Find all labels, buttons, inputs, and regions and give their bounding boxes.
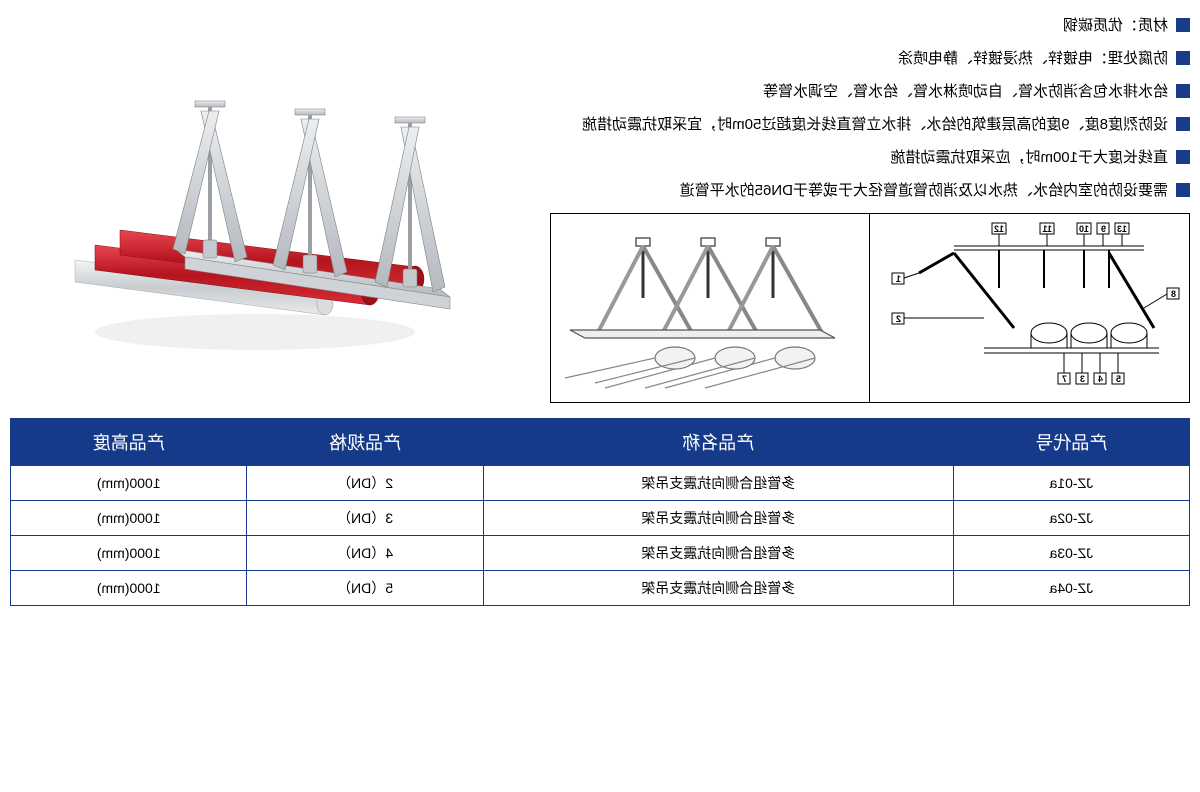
bullet-square-icon xyxy=(1176,51,1190,65)
cell-height: 1000(mm) xyxy=(11,536,247,571)
bullet-square-icon xyxy=(1176,150,1190,164)
list-item: 给水排水包含消防水管、自动喷淋水管、给水管、空调水管等 xyxy=(550,81,1190,102)
product-render xyxy=(10,10,530,403)
cell-name: 多管组合侧向抗震支吊架 xyxy=(483,466,953,501)
bullet-text: 设防烈度8度、9度的高层建筑的给水、排水立管直线长度超过50m时，宜采取抗震动措… xyxy=(582,114,1168,135)
svg-text:3: 3 xyxy=(1080,374,1085,384)
bullet-square-icon xyxy=(1176,183,1190,197)
svg-text:4: 4 xyxy=(1098,374,1103,384)
bullet-text: 给水排水包含消防水管、自动喷淋水管、给水管、空调水管等 xyxy=(763,81,1168,102)
list-item: 直线长度大于100m时，应采取抗震动措施 xyxy=(550,147,1190,168)
cell-name: 多管组合侧向抗震支吊架 xyxy=(483,501,953,536)
svg-text:7: 7 xyxy=(1062,374,1067,384)
svg-text:13: 13 xyxy=(1117,224,1127,234)
list-item: 材质：优质碳钢 xyxy=(550,15,1190,36)
cell-code: JZ-04a xyxy=(953,571,1189,606)
table-row: JZ-04a 多管组合侧向抗震支吊架 5（DN） 1000(mm) xyxy=(11,571,1190,606)
bullet-text: 需要设防的室内给水、热水以及消防管道管径大于或等于DN65的水平管道 xyxy=(680,180,1168,201)
exploded-diagram: 13 9 10 11 12 1 xyxy=(870,213,1190,403)
bullet-square-icon xyxy=(1176,84,1190,98)
spec-table: 产品代号 产品名称 产品规格 产品高度 JZ-01a 多管组合侧向抗震支吊架 2… xyxy=(10,418,1190,606)
list-item: 设防烈度8度、9度的高层建筑的给水、排水立管直线长度超过50m时，宜采取抗震动措… xyxy=(550,114,1190,135)
svg-text:2: 2 xyxy=(896,314,901,324)
bullet-square-icon xyxy=(1176,18,1190,32)
technical-diagrams: 13 9 10 11 12 1 xyxy=(550,213,1190,403)
bullet-square-icon xyxy=(1176,117,1190,131)
table-row: JZ-02a 多管组合侧向抗震支吊架 3（DN） 1000(mm) xyxy=(11,501,1190,536)
cell-code: JZ-03a xyxy=(953,536,1189,571)
cell-spec: 5（DN） xyxy=(247,571,483,606)
svg-text:1: 1 xyxy=(896,274,901,284)
col-name: 产品名称 xyxy=(483,419,953,466)
bullet-text: 直线长度大于100m时，应采取抗震动措施 xyxy=(890,147,1168,168)
list-item: 防腐处理：电镀锌、热浸镀锌、静电喷涂 xyxy=(550,48,1190,69)
list-item: 需要设防的室内给水、热水以及消防管道管径大于或等于DN65的水平管道 xyxy=(550,180,1190,201)
cell-spec: 4（DN） xyxy=(247,536,483,571)
svg-text:9: 9 xyxy=(1101,224,1106,234)
svg-text:8: 8 xyxy=(1171,289,1176,299)
table-row: JZ-01a 多管组合侧向抗震支吊架 2（DN） 1000(mm) xyxy=(11,466,1190,501)
bullet-text: 材质：优质碳钢 xyxy=(1063,15,1168,36)
col-spec: 产品规格 xyxy=(247,419,483,466)
svg-text:10: 10 xyxy=(1079,224,1089,234)
svg-text:12: 12 xyxy=(994,224,1004,234)
cell-code: JZ-01a xyxy=(953,466,1189,501)
bullet-text: 防腐处理：电镀锌、热浸镀锌、静电喷涂 xyxy=(898,48,1168,69)
cell-spec: 2（DN） xyxy=(247,466,483,501)
col-height: 产品高度 xyxy=(11,419,247,466)
svg-text:11: 11 xyxy=(1043,224,1053,234)
cell-height: 1000(mm) xyxy=(11,501,247,536)
cell-name: 多管组合侧向抗震支吊架 xyxy=(483,536,953,571)
cell-code: JZ-02a xyxy=(953,501,1189,536)
isometric-sketch-diagram xyxy=(550,213,870,403)
cell-spec: 3（DN） xyxy=(247,501,483,536)
col-code: 产品代号 xyxy=(953,419,1189,466)
cell-height: 1000(mm) xyxy=(11,466,247,501)
table-row: JZ-03a 多管组合侧向抗震支吊架 4（DN） 1000(mm) xyxy=(11,536,1190,571)
cell-name: 多管组合侧向抗震支吊架 xyxy=(483,571,953,606)
feature-bullet-list: 材质：优质碳钢 防腐处理：电镀锌、热浸镀锌、静电喷涂 给水排水包含消防水管、自动… xyxy=(550,15,1190,201)
svg-text:5: 5 xyxy=(1116,374,1121,384)
table-header-row: 产品代号 产品名称 产品规格 产品高度 xyxy=(11,419,1190,466)
cell-height: 1000(mm) xyxy=(11,571,247,606)
